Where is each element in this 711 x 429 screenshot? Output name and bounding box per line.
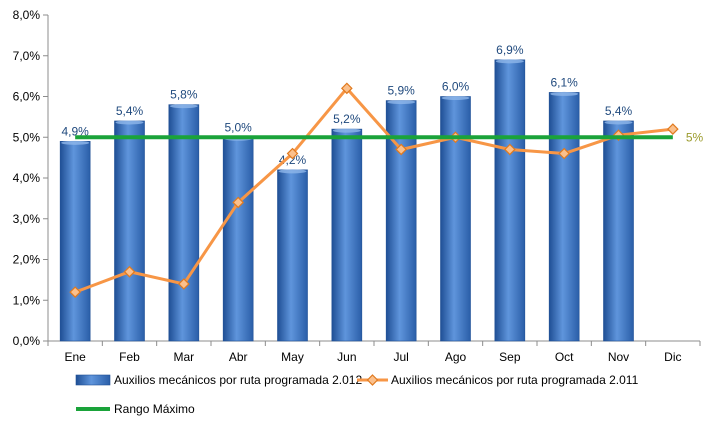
y-tick-label: 3,0%: [13, 212, 41, 226]
bar: [168, 104, 200, 342]
bar-data-label: 5,9%: [387, 84, 415, 98]
legend-label-range: Rango Máximo: [114, 402, 195, 416]
legend-label-bars: Auxilios mecánicos por ruta programada 2…: [114, 373, 362, 387]
line-2011-path: [74, 86, 674, 294]
bar-data-label: 5,4%: [605, 104, 633, 118]
y-tick-label: 5,0%: [13, 130, 41, 144]
bar-top-highlight: [61, 140, 90, 145]
bar-top-highlight: [169, 104, 198, 109]
legend-marker-line-2011: [366, 374, 379, 386]
line-2011-point: [69, 286, 82, 298]
x-tick-label: Ago: [445, 350, 467, 364]
bar: [548, 92, 580, 342]
bar-data-label: 5,0%: [224, 120, 252, 134]
line-2011-point: [395, 143, 408, 156]
bar: [222, 136, 254, 342]
bar-data-labels: 4,9% 5,4% 5,8% 5,0% 4,2% 5,2% 5,9% 6,0% 6,9% 6,1%…: [61, 43, 632, 167]
bar-data-label: 6,9%: [496, 43, 524, 57]
line-2011-point: [232, 196, 245, 209]
bar-data-label: 4,2%: [279, 153, 307, 167]
bar-data-label: 5,8%: [170, 88, 198, 102]
y-tick-label: 4,0%: [13, 171, 41, 185]
bar: [603, 120, 634, 342]
line-2011-point: [558, 147, 571, 160]
x-tick-label: Jun: [337, 350, 356, 364]
bar: [494, 59, 526, 342]
bar-top-highlight: [441, 96, 470, 100]
y-axis: 0,0% 1,0% 2,0% 3,0% 4,0% 5,0% 6,0% 7,0% 8,0%: [13, 8, 49, 348]
line-2011-point: [340, 82, 353, 95]
y-tick-label: 8,0%: [13, 8, 41, 22]
bar-data-label: 5,2%: [333, 112, 361, 126]
x-tick-label: Sep: [499, 350, 521, 364]
bar-data-label: 6,0%: [442, 80, 470, 94]
range-line: 5%: [75, 130, 704, 144]
bar-top-highlight: [278, 169, 307, 174]
bar: [277, 169, 308, 342]
x-tick-label: Abr: [229, 350, 248, 364]
x-tick-label: Feb: [119, 350, 140, 364]
x-tick-label: Oct: [555, 350, 574, 364]
x-tick-label: Jul: [393, 350, 408, 364]
y-tick-label: 7,0%: [13, 49, 41, 63]
bar: [59, 141, 91, 342]
x-tick-label: Mar: [173, 350, 194, 364]
bar-top-highlight: [550, 91, 579, 96]
bar: [331, 128, 363, 342]
line-2011-point: [286, 147, 299, 160]
line-2011-point: [503, 143, 516, 156]
bar-top-highlight: [115, 120, 144, 125]
bar-top-highlight: [332, 128, 361, 133]
bar-top-highlight: [495, 59, 524, 64]
legend-swatch-bars: [75, 374, 111, 386]
line-2011-point: [177, 278, 190, 290]
bar-data-label: 6,1%: [550, 75, 578, 89]
bar-series: [59, 59, 634, 342]
y-tick-label: 2,0%: [13, 253, 41, 267]
x-tick-label: Dic: [664, 350, 681, 364]
bar-top-highlight: [387, 100, 416, 105]
line-2011-point: [666, 123, 679, 135]
x-tick-label: Nov: [608, 350, 629, 364]
bar-data-label: 5,4%: [116, 104, 144, 118]
legend: Auxilios mecánicos por ruta programada 2…: [75, 373, 639, 416]
bar-top-highlight: [604, 120, 633, 125]
line-2011-point: [123, 265, 136, 278]
y-tick-label: 1,0%: [13, 293, 41, 307]
line-series-2011: [69, 82, 679, 298]
bar-data-label: 4,9%: [61, 124, 89, 138]
bar: [114, 120, 145, 342]
x-tick-label: Ene: [64, 350, 86, 364]
legend-label-line-2011: Auxilios mecánicos por ruta programada 2…: [391, 373, 639, 387]
range-end-label: 5%: [686, 130, 704, 144]
y-tick-label: 6,0%: [13, 90, 41, 104]
y-tick-label: 0,0%: [13, 334, 41, 348]
x-tick-label: May: [281, 350, 304, 364]
x-axis: Ene Feb Mar Abr May Jun Jul Ago Sep Oct Nov Dic: [47, 340, 701, 364]
bar: [385, 100, 417, 342]
